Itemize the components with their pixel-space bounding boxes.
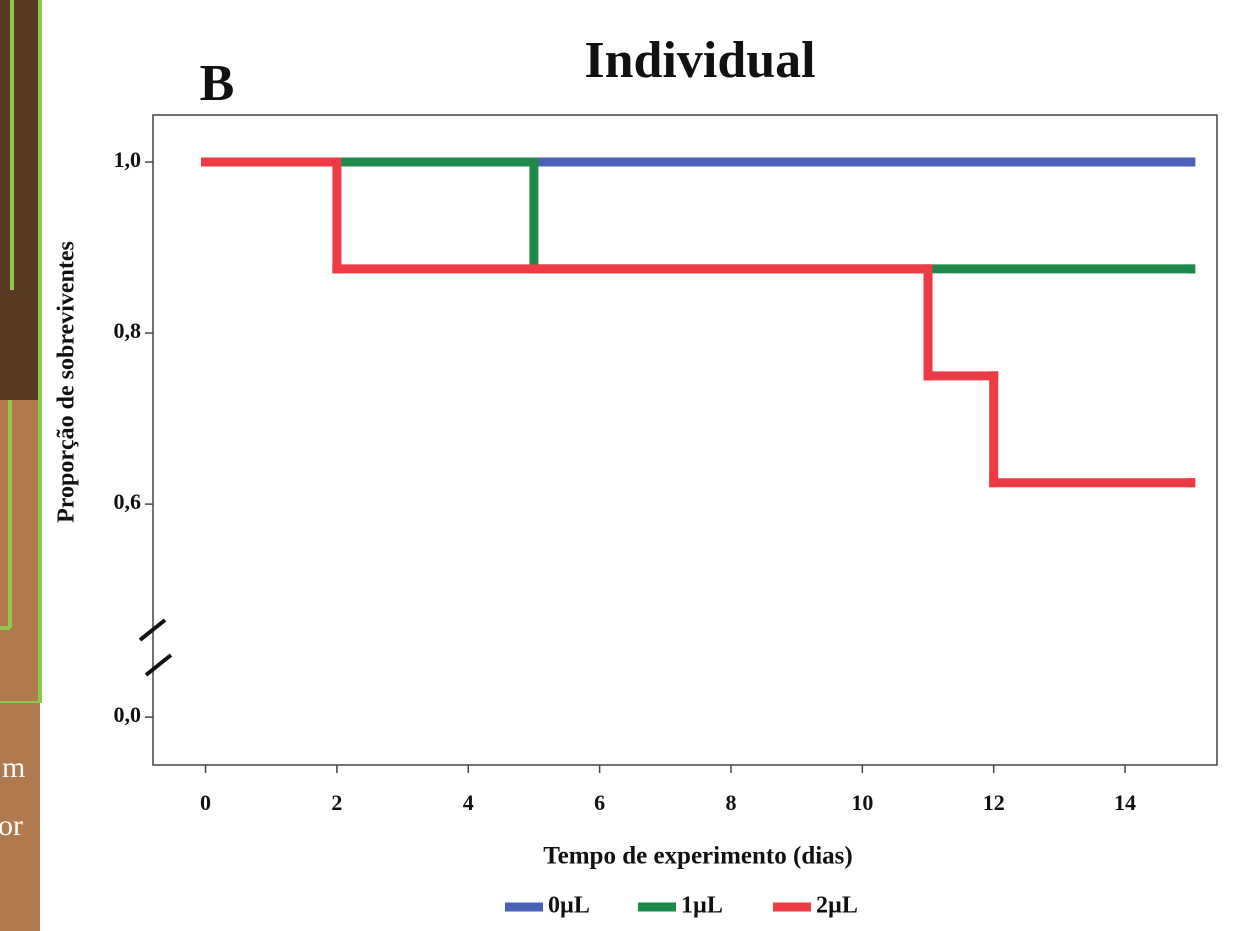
legend-label: 2µL — [816, 893, 858, 919]
y-tick-label: 0,6 — [114, 489, 142, 514]
x-tick-label: 0 — [200, 790, 211, 815]
x-tick-label: 4 — [463, 790, 474, 815]
x-tick-label: 14 — [1114, 790, 1136, 815]
x-tick-label: 8 — [725, 790, 736, 815]
legend-label: 0µL — [548, 893, 590, 919]
legend-label: 1µL — [681, 893, 723, 919]
axis-break — [138, 618, 167, 642]
y-axis-label: Proporção de sobreviventes — [54, 241, 80, 523]
plot-frame — [152, 114, 1218, 766]
panel-label: B — [200, 55, 235, 112]
x-tick-label: 10 — [851, 790, 873, 815]
side-text: m — [2, 751, 25, 784]
chart-title: Individual — [584, 32, 815, 89]
side-text: or — [0, 809, 23, 842]
x-tick-label: 6 — [594, 790, 605, 815]
y-tick-label: 0,8 — [114, 318, 142, 343]
photo-dark — [0, 0, 40, 400]
x-tick-label: 12 — [983, 790, 1005, 815]
side-text-bg — [0, 703, 40, 931]
axis-break — [144, 653, 173, 677]
y-tick-label: 0,0 — [114, 702, 142, 727]
x-tick-label: 2 — [331, 790, 342, 815]
x-axis-label: Tempo de experimento (dias) — [543, 843, 852, 870]
y-tick-label: 1,0 — [114, 147, 142, 172]
